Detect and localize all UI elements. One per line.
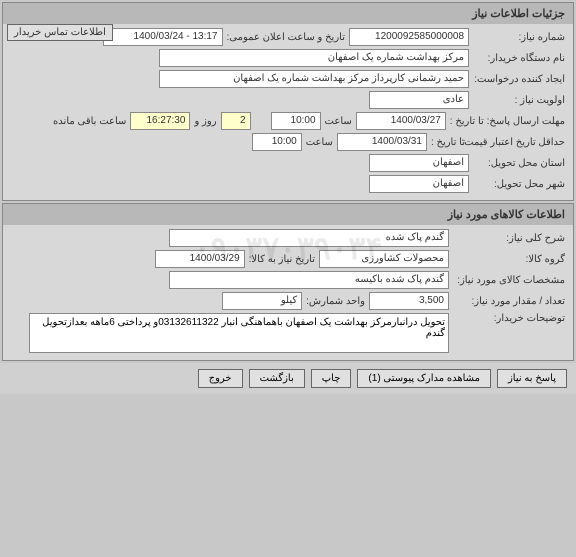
buyer-label: نام دستگاه خریدار: bbox=[469, 53, 569, 64]
time-label-1: ساعت bbox=[321, 116, 356, 127]
province-field: اصفهان bbox=[369, 154, 469, 172]
time-label-2: ساعت bbox=[302, 137, 337, 148]
city-label: شهر محل تحویل: bbox=[469, 179, 569, 190]
validity-date-field: 1400/03/31 bbox=[337, 133, 427, 151]
validity-label: حداقل تاریخ اعتبار قیمت: bbox=[469, 137, 569, 148]
need-date-field: 1400/03/29 bbox=[155, 250, 245, 268]
priority-label: اولویت نیاز : bbox=[469, 95, 569, 106]
need-date-label: تاریخ نیاز به کالا: bbox=[245, 254, 319, 265]
validity-time-field: 10:00 bbox=[252, 133, 302, 151]
qty-label: تعداد / مقدار مورد نیاز: bbox=[449, 296, 569, 307]
city-field: اصفهان bbox=[369, 175, 469, 193]
deadline-date-field: 1400/03/27 bbox=[356, 112, 446, 130]
day-and-label: روز و bbox=[190, 116, 220, 127]
buyer-field: مرکز بهداشت شماره یک اصفهان bbox=[159, 49, 469, 67]
remaining-label: ساعت باقی مانده bbox=[49, 116, 130, 127]
contact-info-link[interactable]: اطلاعات تماس خریدار bbox=[7, 24, 113, 41]
qty-field: 3,500 bbox=[369, 292, 449, 310]
general-desc-label: شرح کلی نیاز: bbox=[449, 233, 569, 244]
respond-button[interactable]: پاسخ به نیاز bbox=[497, 369, 567, 388]
buyer-notes-field: تحویل درانبارمرکز بهداشت یک اصفهان باهما… bbox=[29, 313, 449, 353]
requester-field: حمید رشمانی کارپرداز مرکز بهداشت شماره ی… bbox=[159, 70, 469, 88]
deadline-label: مهلت ارسال پاسخ: تا تاریخ : bbox=[446, 116, 569, 127]
unit-field: کیلو bbox=[222, 292, 302, 310]
priority-field: عادی bbox=[369, 91, 469, 109]
need-number-field: 1200092585000008 bbox=[349, 28, 469, 46]
exit-button[interactable]: خروج bbox=[198, 369, 243, 388]
announce-field: 13:17 - 1400/03/24 bbox=[103, 28, 223, 46]
announce-label: تاریخ و ساعت اعلان عمومی: bbox=[223, 32, 350, 43]
view-attachments-button[interactable]: مشاهده مدارک پیوستی (1) bbox=[357, 369, 491, 388]
remaining-time-field: 16:27:30 bbox=[130, 112, 190, 130]
unit-label: واحد شمارش: bbox=[302, 296, 369, 307]
footer-bar: پاسخ به نیاز مشاهده مدارک پیوستی (1) چاپ… bbox=[0, 363, 576, 394]
validity-to-label: تا تاریخ : bbox=[427, 137, 469, 148]
requester-label: ایجاد کننده درخواست: bbox=[469, 74, 569, 85]
spec-field: گندم پاک شده باکیسه bbox=[169, 271, 449, 289]
goods-info-panel: اطلاعات کالاهای مورد نیاز ۰۹۰۳۷۰۳۹۰۳۴ شر… bbox=[2, 203, 574, 361]
remaining-days-field: 2 bbox=[221, 112, 251, 130]
general-desc-field: گندم پاک شده bbox=[169, 229, 449, 247]
deadline-time-field: 10:00 bbox=[271, 112, 321, 130]
print-button[interactable]: چاپ bbox=[311, 369, 352, 388]
goods-group-label: گروه کالا: bbox=[449, 254, 569, 265]
need-number-label: شماره نیاز: bbox=[469, 32, 569, 43]
goods-group-field: محصولات کشاورزی bbox=[319, 250, 449, 268]
buyer-notes-label: توضیحات خریدار: bbox=[449, 313, 569, 324]
need-info-panel: جزئیات اطلاعات نیاز اطلاعات تماس خریدار … bbox=[2, 2, 574, 201]
province-label: استان محل تحویل: bbox=[469, 158, 569, 169]
panel1-header: جزئیات اطلاعات نیاز bbox=[3, 3, 573, 24]
back-button[interactable]: بازگشت bbox=[249, 369, 305, 388]
panel2-header: اطلاعات کالاهای مورد نیاز bbox=[3, 204, 573, 225]
spec-label: مشخصات کالای مورد نیاز: bbox=[449, 275, 569, 286]
